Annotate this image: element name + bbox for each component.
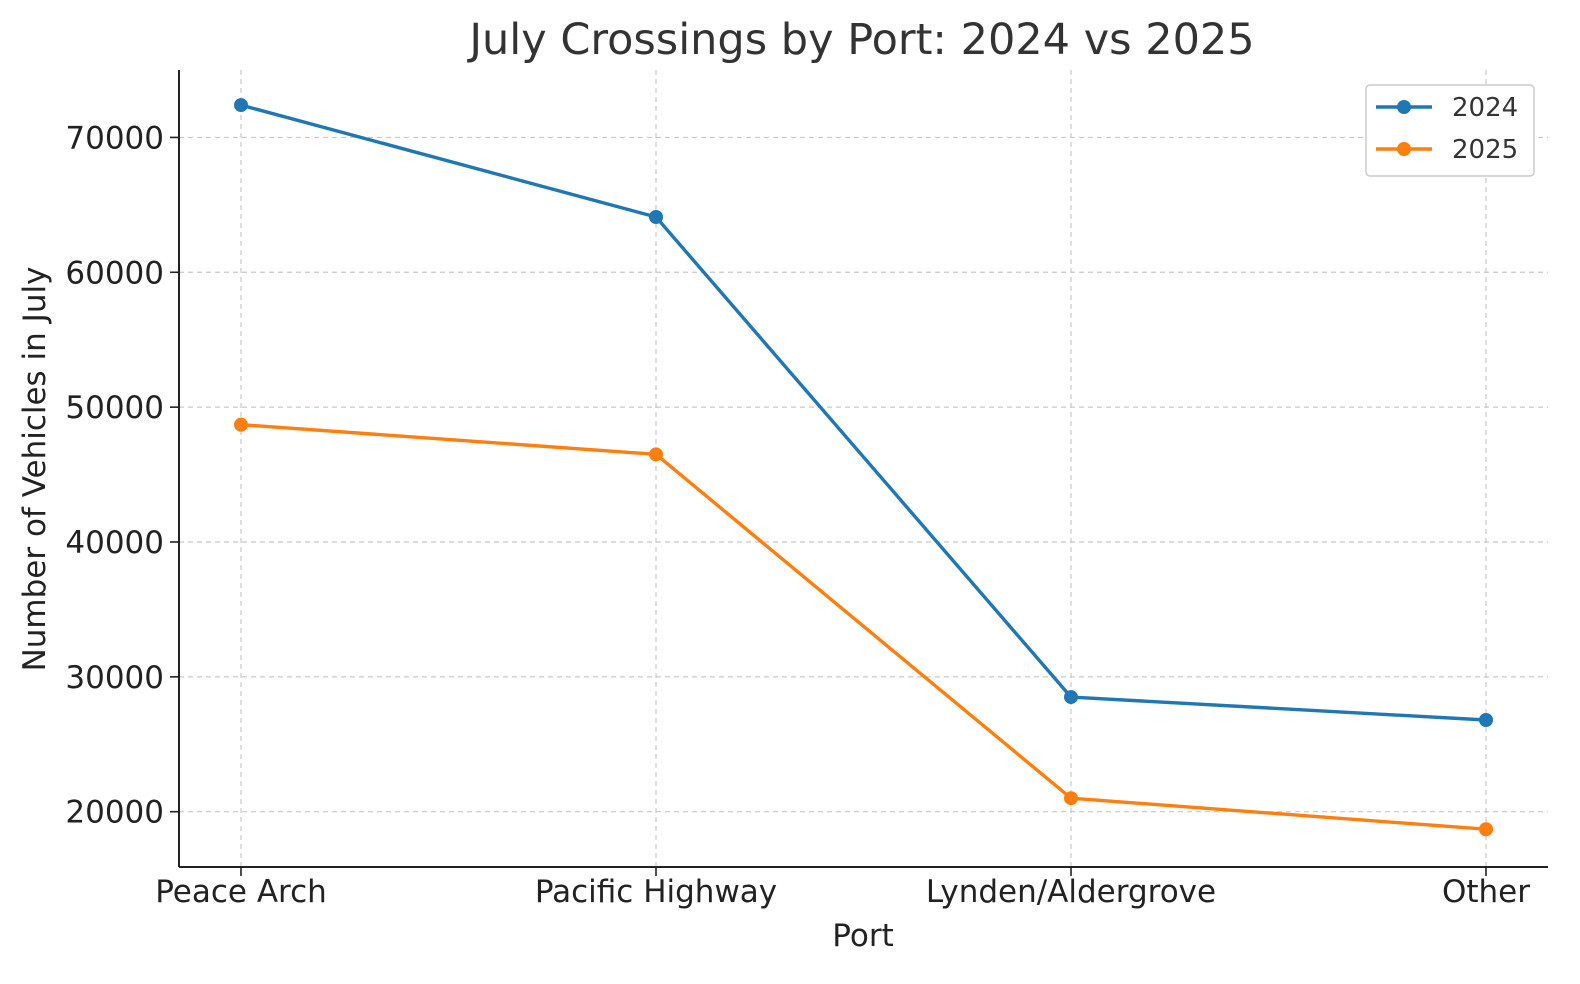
series-2025	[234, 417, 1493, 837]
legend-marker-2024	[1397, 100, 1411, 114]
x-tick-label: Other	[1442, 874, 1530, 910]
series-line-2024	[239, 103, 1488, 722]
legend-marker-2025	[1397, 142, 1411, 156]
x-tick-label: Lynden/Aldergrove	[926, 874, 1216, 910]
series-line-2025	[239, 422, 1488, 831]
data-point-2025	[1064, 791, 1078, 806]
data-point-2025	[649, 447, 663, 462]
legend-label-2024: 2024	[1452, 93, 1518, 123]
legend: 2024 2025	[1365, 84, 1535, 177]
y-tick-label: 40000	[65, 525, 164, 561]
x-tick-label: Peace Arch	[155, 874, 327, 910]
data-point-2024	[649, 209, 663, 224]
x-tick-label: Pacific Highway	[535, 874, 777, 910]
y-tick-label: 50000	[65, 390, 164, 426]
data-point-2025	[234, 417, 248, 432]
data-point-2025	[1479, 822, 1493, 837]
series-2024	[234, 98, 1493, 728]
y-tick-label: 70000	[65, 120, 164, 156]
x-axis-label: Port	[832, 918, 893, 954]
data-point-2024	[1479, 713, 1493, 728]
chart-title: July Crossings by Port: 2024 vs 2025	[466, 15, 1254, 65]
data-point-2024	[234, 98, 248, 113]
y-tick-label: 20000	[65, 795, 164, 831]
y-axis-label: Number of Vehicles in July	[17, 267, 53, 672]
y-tick-label: 30000	[65, 660, 164, 696]
y-tick-label: 60000	[65, 255, 164, 291]
data-point-2024	[1064, 690, 1078, 705]
legend-label-2025: 2025	[1452, 135, 1518, 165]
